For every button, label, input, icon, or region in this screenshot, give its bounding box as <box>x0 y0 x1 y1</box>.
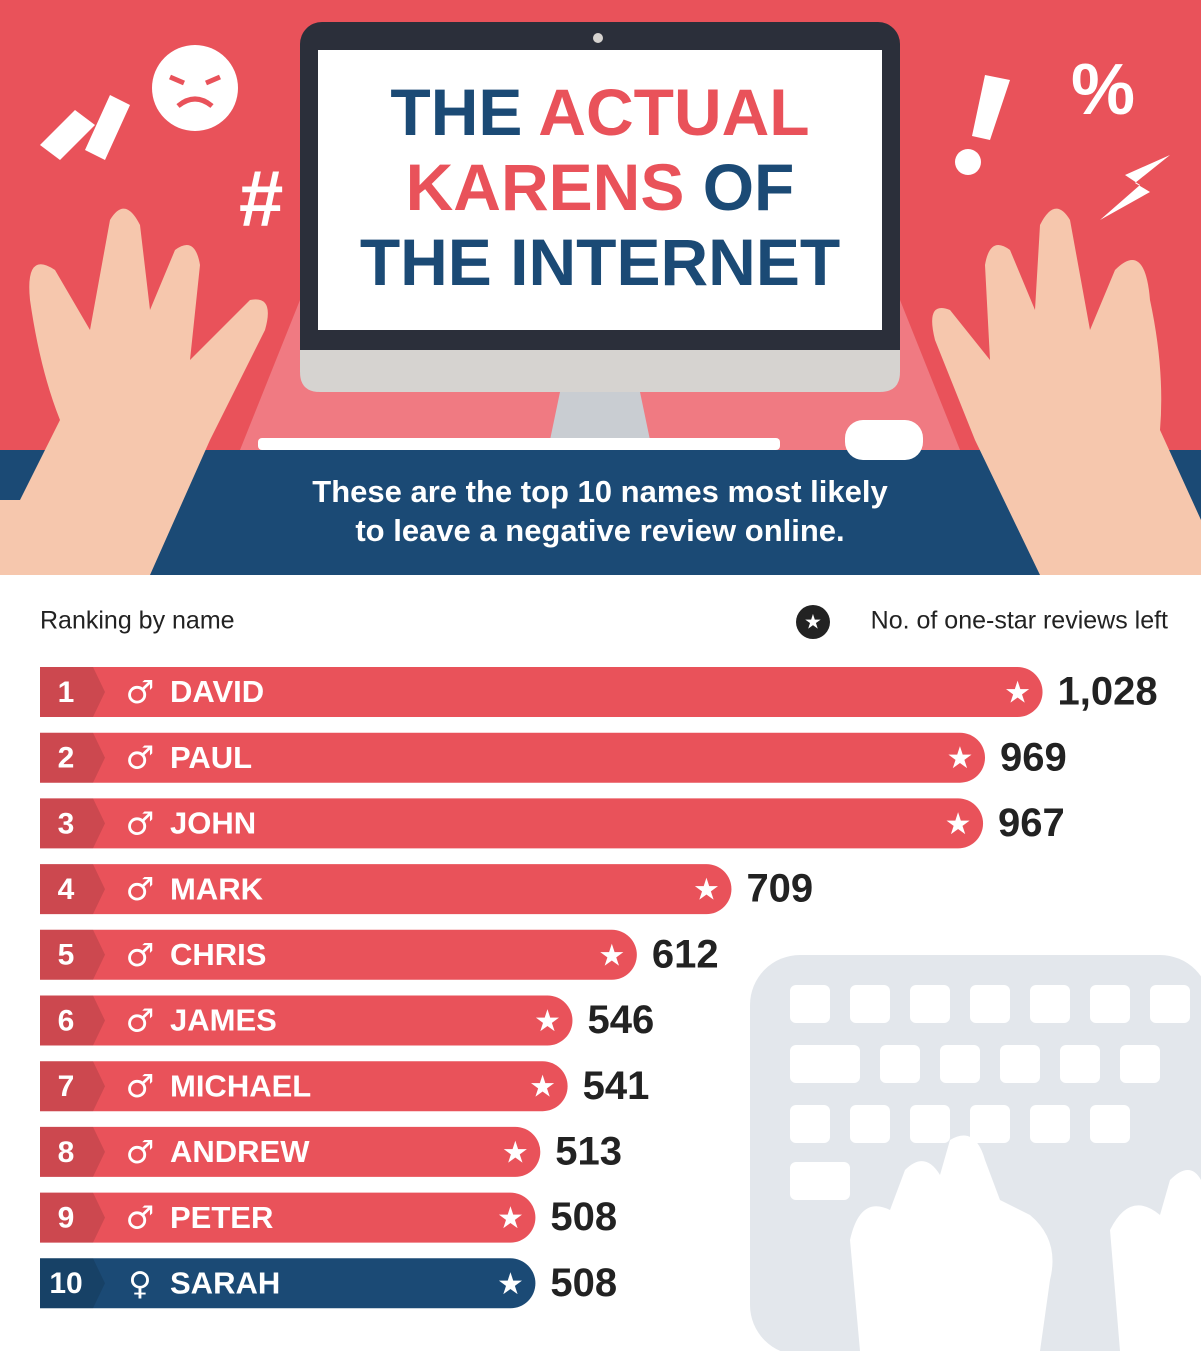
legend-label: No. of one-star reviews left <box>871 607 1168 635</box>
monitor-illustration <box>258 22 923 460</box>
subtitle-line: to leave a negative review online. <box>355 513 844 548</box>
gender-symbol: ♂ <box>126 804 155 842</box>
gender-symbol: ♂ <box>126 870 155 908</box>
value-label: 508 <box>550 1195 617 1239</box>
rank-box <box>40 1126 105 1177</box>
star-icon: ★ <box>598 938 625 973</box>
gender-symbol: ♂ <box>126 673 155 711</box>
value-label: 709 <box>746 867 813 911</box>
gender-symbol: ♂ <box>126 739 155 777</box>
bar <box>40 732 986 783</box>
value-label: 546 <box>587 998 654 1042</box>
title-part: THE INTERNET <box>360 225 840 299</box>
value-label: 513 <box>555 1129 622 1173</box>
legend-icon <box>796 605 830 639</box>
star-icon: ★ <box>945 807 972 842</box>
rank-box <box>40 1061 105 1112</box>
rank-box <box>40 732 105 783</box>
gender-symbol: ♀ <box>128 1264 151 1302</box>
bar <box>40 864 732 915</box>
star-icon: ★ <box>529 1070 556 1105</box>
rank-box <box>40 1192 105 1243</box>
category-label: Ranking by name <box>40 607 235 635</box>
rank-box <box>40 995 105 1046</box>
value-label: 967 <box>998 801 1065 845</box>
rank-box <box>40 667 105 717</box>
keyboard-illustration <box>750 955 1201 1351</box>
rank-box <box>40 929 105 980</box>
star-icon: ★ <box>534 1004 561 1039</box>
bar <box>40 798 984 849</box>
title-part: THE <box>390 75 538 149</box>
gender-symbol: ♂ <box>126 1199 155 1237</box>
chart-subtitle: These are the top 10 names most likely to… <box>312 474 888 548</box>
svg-text:#: # <box>238 154 283 243</box>
chart-title: THE ACTUAL KARENS OF THE INTERNET <box>360 75 840 299</box>
category-label: SARAH <box>170 1265 280 1300</box>
bar <box>40 1126 541 1177</box>
rank-label: 10 <box>49 1267 82 1300</box>
bar <box>40 1061 568 1112</box>
bar <box>40 1258 536 1309</box>
bar <box>40 1192 536 1243</box>
rank-label: 4 <box>58 873 75 906</box>
value-label: 612 <box>652 932 719 976</box>
category-label: JAMES <box>170 1003 277 1038</box>
title-part: OF <box>703 150 795 224</box>
rank-label: 2 <box>58 742 75 775</box>
category-label: MICHAEL <box>170 1068 311 1103</box>
category-label: CHRIS <box>170 937 266 972</box>
value-label: 1,028 <box>1058 670 1158 714</box>
category-label: MARK <box>170 871 264 906</box>
category-label: PAUL <box>170 740 252 775</box>
value-label: 969 <box>1000 735 1067 779</box>
gender-symbol: ♂ <box>126 1002 155 1040</box>
rank-box <box>40 864 105 915</box>
bar <box>40 995 573 1046</box>
title-part: KARENS <box>406 150 703 224</box>
star-icon: ★ <box>497 1267 524 1302</box>
star-icon: ★ <box>947 741 974 776</box>
rank-box <box>40 798 105 849</box>
gender-symbol: ♂ <box>126 1067 155 1105</box>
rank-box <box>40 1258 105 1309</box>
decorations: # % <box>0 45 1201 576</box>
category-label: DAVID <box>170 674 264 709</box>
value-label: 541 <box>583 1064 650 1108</box>
bar <box>40 929 637 980</box>
category-label: JOHN <box>170 806 256 841</box>
rank-label: 1 <box>58 676 75 709</box>
rank-label: 3 <box>58 807 75 840</box>
rank-label: 8 <box>58 1136 75 1169</box>
star-icon: ★ <box>1004 676 1031 711</box>
category-label: ANDREW <box>170 1134 310 1169</box>
legend-star: ★ <box>804 610 822 634</box>
star-icon: ★ <box>693 873 720 908</box>
rank-label: 7 <box>58 1070 75 1103</box>
subtitle-line: These are the top 10 names most likely <box>312 474 888 509</box>
rank-label: 9 <box>58 1202 75 1235</box>
rank-label: 6 <box>58 1004 75 1037</box>
rank-label: 5 <box>58 939 75 972</box>
gender-symbol: ♂ <box>126 936 155 974</box>
star-icon: ★ <box>502 1135 529 1170</box>
value-label: 508 <box>550 1261 617 1305</box>
star-icon: ★ <box>497 1201 524 1236</box>
category-label: PETER <box>170 1200 273 1235</box>
title-part: ACTUAL <box>538 75 809 149</box>
bar <box>40 667 1043 717</box>
svg-text:%: % <box>1071 50 1135 130</box>
gender-symbol: ♂ <box>126 1133 155 1171</box>
